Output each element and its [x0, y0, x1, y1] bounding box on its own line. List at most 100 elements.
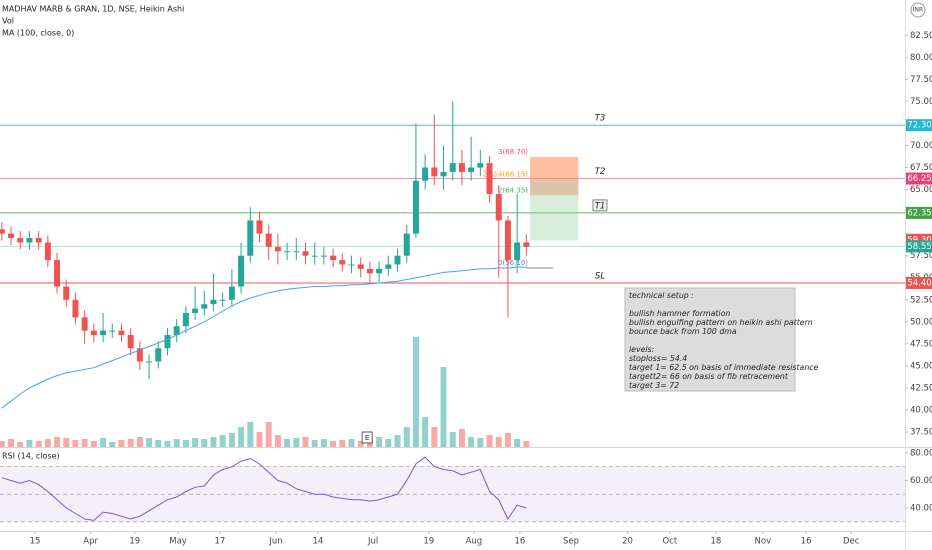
volume-bar — [523, 441, 530, 447]
volume-bar — [54, 437, 61, 447]
note-line: bullish engulfing pattern on heikin ashi… — [629, 318, 813, 327]
volume-bar — [403, 427, 410, 447]
candle-body — [431, 167, 438, 177]
volume-bar — [422, 417, 429, 447]
level-name-box — [592, 199, 608, 212]
level-tag-label: 62.35 — [907, 208, 931, 218]
candle-body — [477, 163, 484, 168]
volume-bar — [284, 439, 291, 447]
volume-bar — [8, 439, 15, 447]
rsi-y-tick-label: 60.00 — [910, 476, 932, 486]
volume-bar — [468, 437, 475, 447]
currency: INR — [913, 7, 923, 14]
candle-body — [449, 163, 456, 172]
level-name: T2 — [595, 167, 606, 177]
candle-body — [274, 246, 281, 252]
candle-body — [265, 233, 272, 247]
x-tick-label: Dec — [843, 537, 860, 547]
fib-zone — [530, 195, 579, 241]
candle-body — [523, 242, 530, 247]
volume-bar — [44, 439, 51, 447]
candle-body — [127, 335, 134, 349]
volume-bar — [238, 427, 245, 447]
candle-body — [100, 330, 107, 336]
fib-label: 3(68.70) — [498, 148, 528, 156]
level-tag — [906, 172, 932, 185]
x-tick-label: Nov — [755, 537, 772, 547]
candle-body — [201, 304, 208, 309]
volume-bar — [495, 437, 502, 447]
candle-body — [81, 317, 88, 331]
candle-body — [256, 220, 263, 234]
level-tag — [906, 277, 932, 290]
y-tick-label: 57.50 — [910, 251, 932, 261]
y-tick-label: 37.50 — [910, 428, 932, 438]
candle-body — [348, 264, 355, 266]
rsi-y-tick-label: 40.00 — [910, 503, 932, 513]
note-line: levels: — [629, 345, 654, 354]
candle-body — [136, 348, 143, 362]
volume-bar — [247, 422, 254, 447]
note-line: targett2= 66 on basis of fib retracement — [629, 372, 789, 381]
volume-bar — [458, 429, 465, 447]
fib-zone — [530, 179, 579, 196]
candle-body — [173, 326, 180, 336]
candle-body — [330, 255, 337, 261]
currency-badge — [910, 2, 926, 18]
volume-bar — [72, 440, 79, 447]
candle-body — [72, 299, 79, 318]
candle-body — [54, 260, 61, 287]
volume-bar — [17, 442, 24, 447]
fib-zone — [530, 156, 579, 180]
candle-body — [339, 260, 346, 265]
volume-bar — [514, 439, 521, 447]
y-tick-label: 77.50 — [910, 75, 932, 85]
volume-bar — [100, 438, 107, 447]
candle-body — [320, 255, 327, 257]
candle-body — [155, 348, 162, 362]
candle-body — [504, 220, 511, 261]
x-tick-label: Jun — [268, 537, 282, 547]
volume-bar — [385, 439, 392, 447]
volume-bar — [136, 437, 143, 447]
level-tag — [906, 206, 932, 219]
candle-body — [8, 233, 15, 239]
volume-bar — [26, 440, 33, 447]
level-tag-label: 58.55 — [907, 242, 931, 252]
ma-line — [1, 266, 527, 409]
candle-body — [284, 251, 291, 253]
candle-body — [495, 193, 502, 221]
candle-body — [486, 163, 493, 194]
volume-bar — [201, 439, 208, 447]
candle-body — [357, 264, 364, 269]
level-tag-label: 54.40 — [907, 279, 931, 289]
volume-bar — [320, 439, 327, 447]
volume-bar — [440, 367, 447, 447]
candle-body — [118, 330, 125, 336]
candle-body — [109, 330, 116, 332]
candle-body — [514, 242, 521, 261]
candle-body — [311, 255, 318, 257]
candle-body — [385, 264, 392, 269]
volume-bar — [109, 442, 116, 447]
volume-bar — [219, 435, 226, 447]
volume-bar — [265, 422, 272, 447]
level-tag-label: 66.25 — [907, 174, 931, 184]
volume-bar — [182, 440, 189, 447]
x-tick-label: 20 — [622, 537, 633, 547]
x-tick-label: Jul — [367, 537, 378, 547]
x-tick-label: 19 — [423, 537, 434, 547]
volume-bar — [431, 427, 438, 447]
x-tick-label: Apr — [83, 537, 98, 547]
candle-body — [238, 255, 245, 287]
y-tick-label: 40.00 — [910, 405, 932, 415]
volume-bar — [339, 440, 346, 447]
volume-bar — [210, 437, 217, 447]
y-tick-label: 82.50 — [910, 31, 932, 41]
x-tick-label: 15 — [30, 537, 41, 547]
volume-bar — [348, 439, 355, 447]
volume-bar — [376, 437, 383, 447]
candle-body — [293, 251, 300, 253]
